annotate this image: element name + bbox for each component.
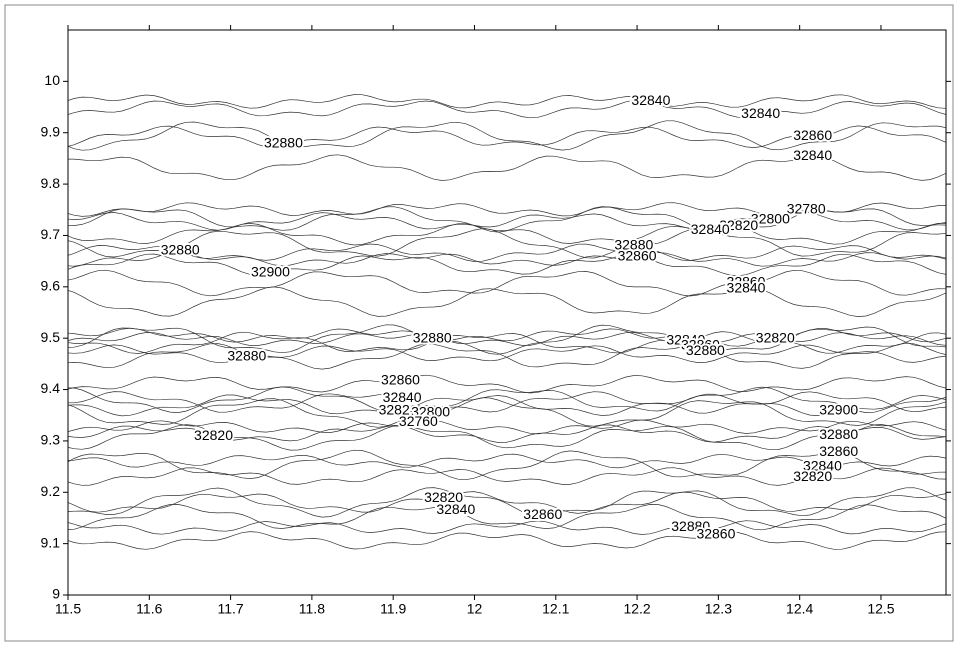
y-tick-label: 9.9: [41, 123, 61, 139]
contour-label: 32880: [161, 242, 200, 258]
x-tick-label: 11.6: [136, 601, 162, 617]
contour-label: 32840: [631, 92, 670, 108]
contour-label: 32900: [251, 264, 290, 280]
y-tick-label: 9.5: [41, 329, 61, 345]
y-tick-label: 9.8: [41, 175, 61, 191]
x-tick-label: 12.4: [786, 601, 813, 617]
contour-label: 32840: [793, 147, 832, 163]
contour-label: 32860: [523, 506, 562, 522]
contour-label: 32820: [194, 427, 233, 443]
x-tick-label: 12.3: [705, 601, 732, 617]
y-tick-label: 9.3: [41, 432, 61, 448]
y-tick-label: 9.2: [41, 483, 61, 499]
x-tick-label: 11.5: [55, 601, 81, 617]
contour-label: 32780: [787, 200, 826, 216]
contour-label: 32840: [436, 501, 475, 517]
x-tick-label: 11.9: [380, 601, 406, 617]
contour-label: 32860: [618, 248, 657, 264]
contour-label: 32860: [793, 127, 832, 143]
contour-label: 32880: [264, 135, 303, 151]
contour-label: 32840: [691, 221, 730, 237]
y-tick-label: 9.7: [41, 226, 61, 242]
contour-label: 32880: [227, 347, 266, 363]
contour-label: 32840: [727, 280, 766, 296]
contour-label: 32820: [756, 329, 795, 345]
contour-label: 32840: [741, 105, 780, 121]
contour-label: 32860: [696, 526, 735, 542]
contour-label: 32880: [686, 342, 725, 358]
x-tick-label: 12.1: [542, 601, 569, 617]
y-tick-label: 10: [44, 72, 60, 88]
y-tick-label: 9: [52, 586, 60, 602]
chart: 3284032840328603284032880327803280032820…: [0, 0, 962, 646]
contour-label: 32820: [793, 468, 832, 484]
contour-label: 32880: [413, 329, 452, 345]
x-tick-label: 11.8: [299, 601, 325, 617]
y-tick-label: 9.6: [41, 278, 61, 294]
page: 3284032840328603284032880327803280032820…: [0, 0, 962, 651]
y-tick-label: 9.4: [41, 380, 61, 396]
x-tick-label: 12.2: [623, 601, 650, 617]
x-tick-label: 12: [467, 601, 483, 617]
contour-label: 32900: [819, 401, 858, 417]
y-tick-label: 9.1: [41, 534, 61, 550]
contour-label: 32860: [381, 372, 420, 388]
contour-label: 32760: [399, 413, 438, 429]
x-tick-label: 11.7: [217, 601, 243, 617]
x-tick-label: 12.5: [867, 601, 894, 617]
contour-label: 32880: [819, 426, 858, 442]
